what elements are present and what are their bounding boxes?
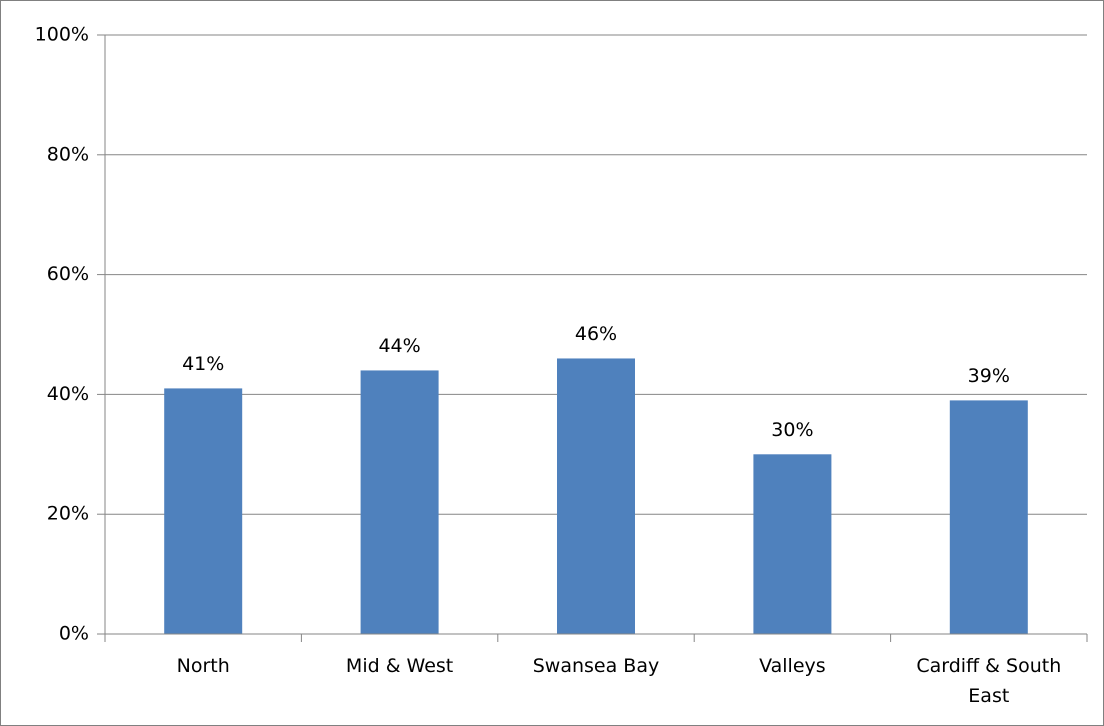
y-tick-label: 80% (47, 143, 89, 165)
data-label: 30% (771, 419, 813, 441)
bar (557, 358, 635, 634)
bar (360, 370, 439, 634)
bar (164, 388, 243, 634)
data-label: 39% (968, 365, 1010, 387)
data-label: 41% (182, 353, 224, 375)
x-tick-label: North (176, 655, 230, 677)
x-tick-label: Mid & West (345, 655, 454, 677)
bar (949, 400, 1028, 634)
y-tick-label: 0% (59, 623, 89, 645)
y-tick-label: 40% (47, 383, 89, 405)
x-tick-label: Cardiff & South East (916, 655, 1062, 707)
bar (753, 454, 832, 634)
x-tick-label: Swansea Bay (532, 655, 660, 677)
data-label: 46% (575, 323, 617, 345)
y-tick-label: 100% (35, 24, 89, 46)
data-label: 44% (378, 335, 420, 357)
y-tick-label: 60% (47, 263, 89, 285)
x-tick-label: Valleys (759, 655, 826, 677)
y-tick-label: 20% (47, 503, 89, 525)
